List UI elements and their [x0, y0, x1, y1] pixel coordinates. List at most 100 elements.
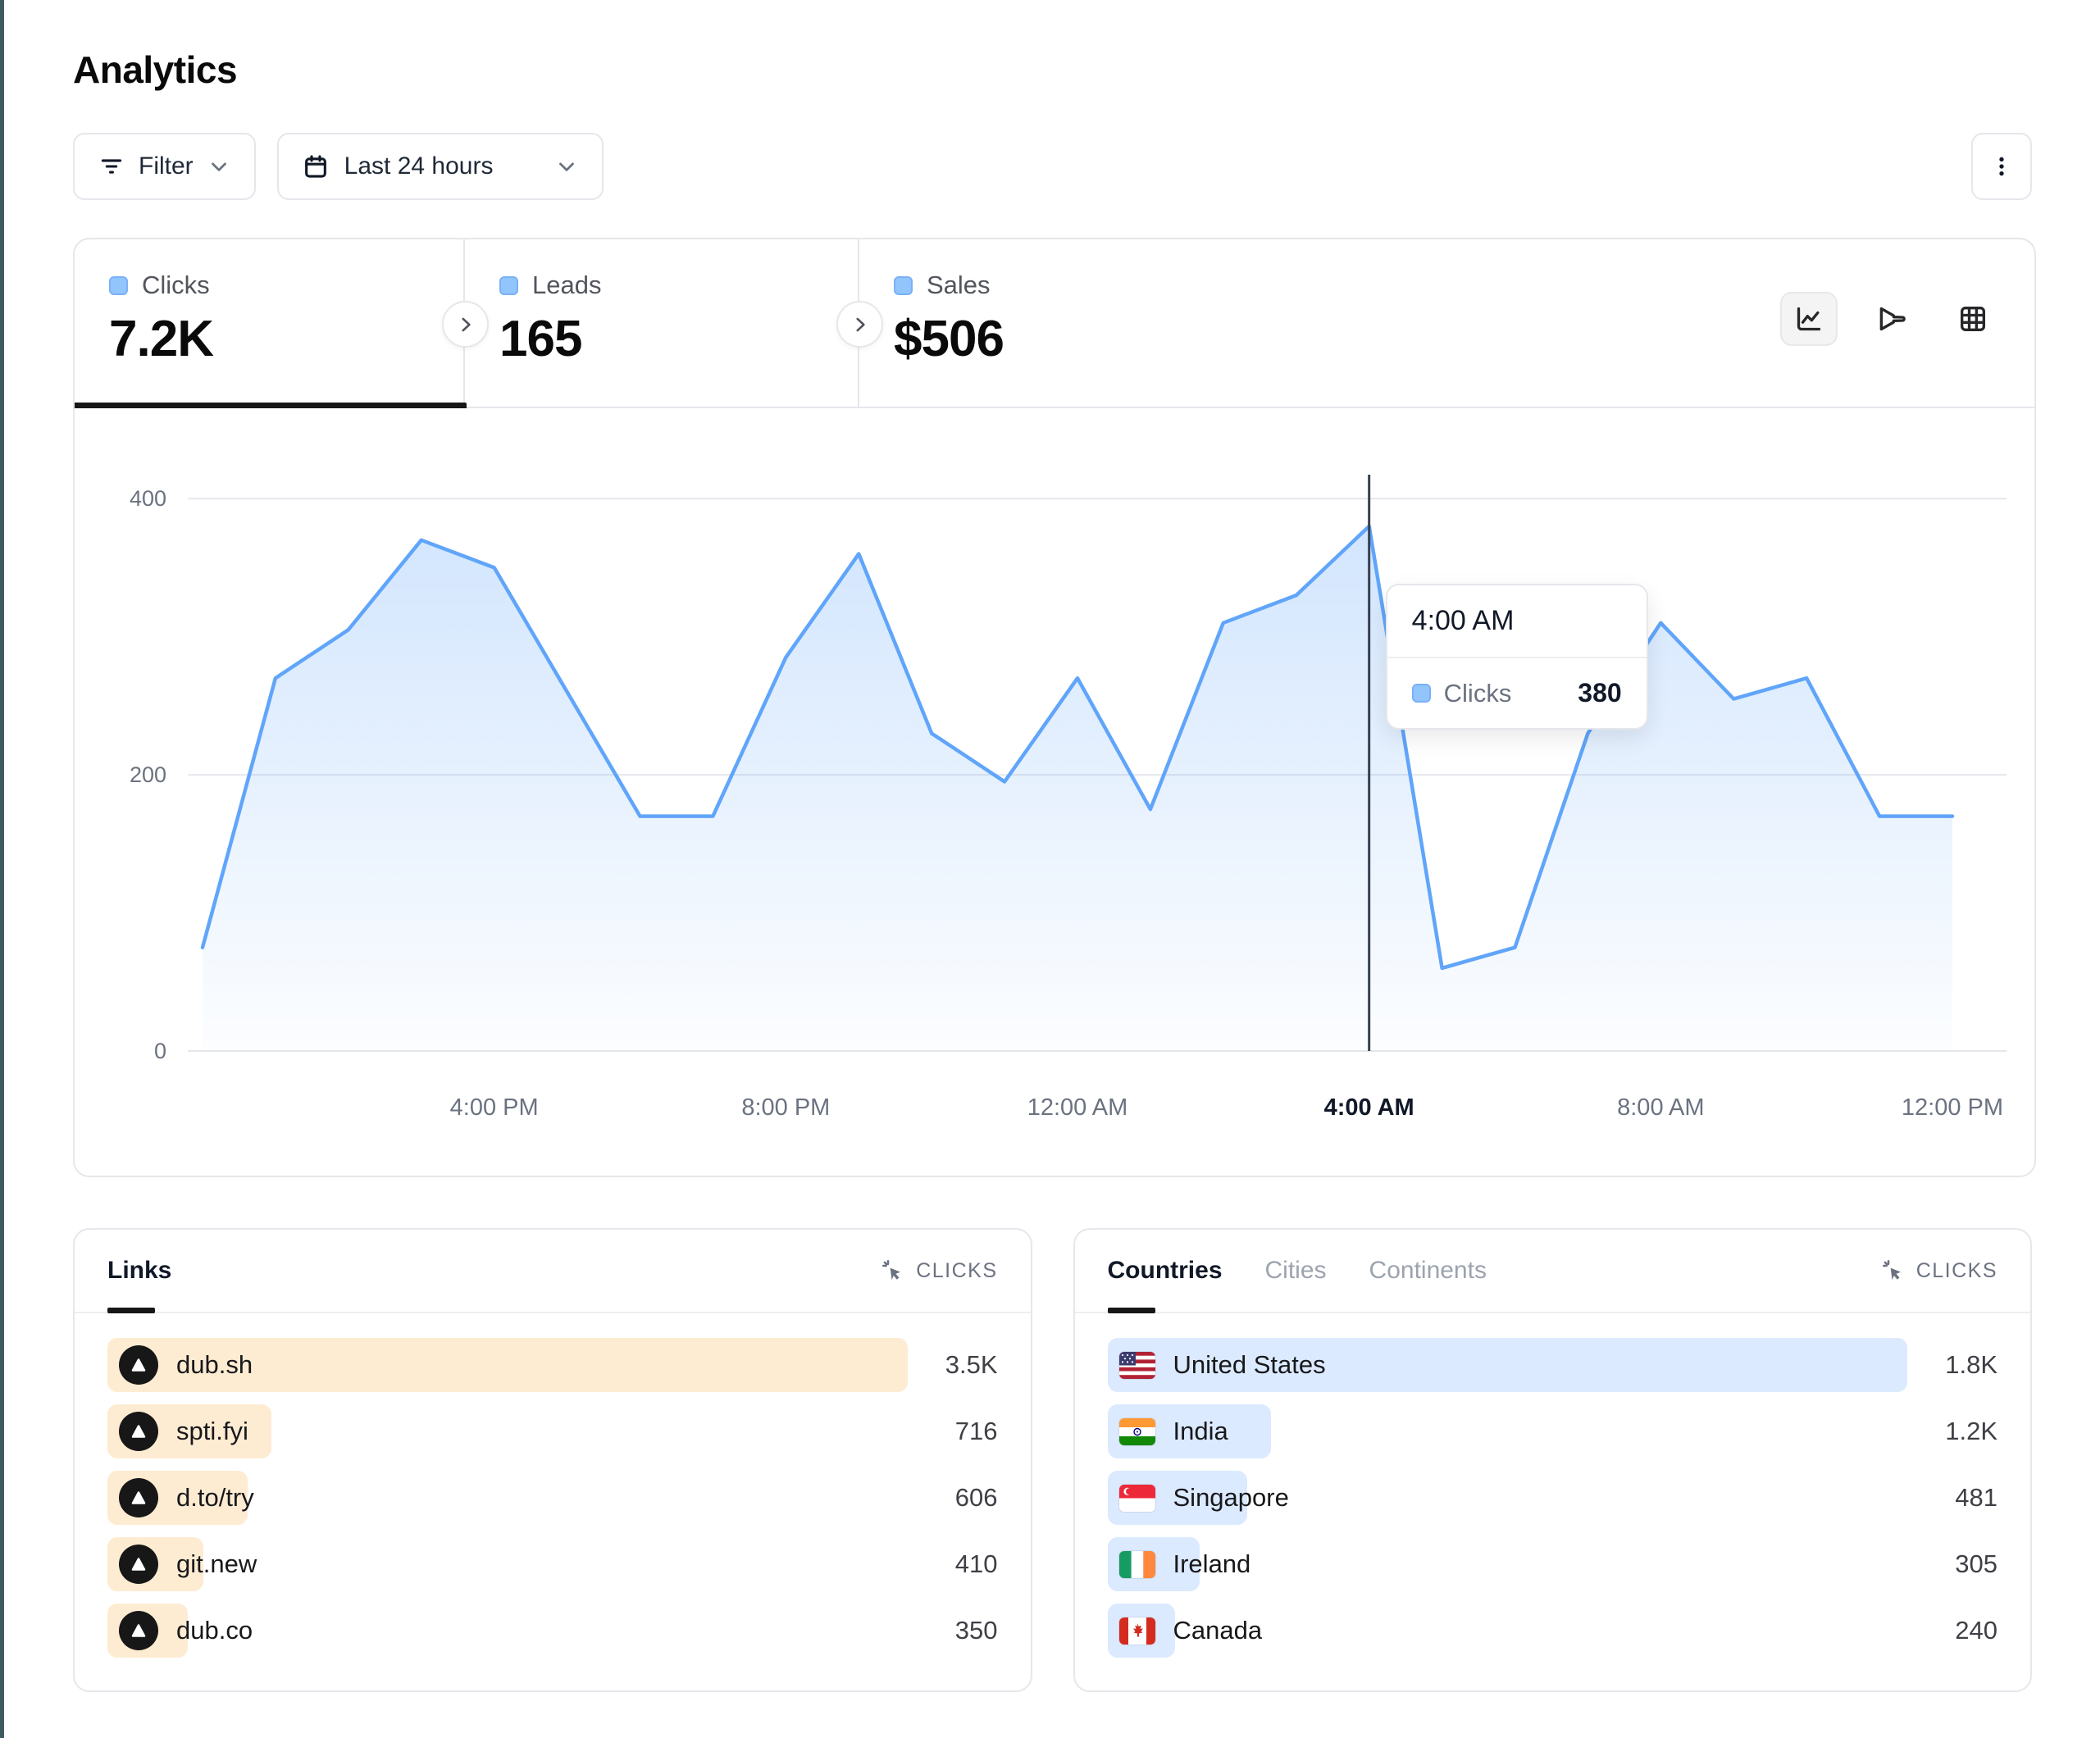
y-axis-labels: 0 200 400: [130, 486, 166, 1063]
chevron-down-icon: [554, 154, 579, 179]
filter-button[interactable]: Filter: [73, 133, 256, 200]
link-name: spti.fyi: [176, 1417, 248, 1445]
link-clicks: 606: [954, 1483, 998, 1512]
country-row[interactable]: India 1.2K: [1107, 1404, 1998, 1458]
link-clicks: 350: [954, 1616, 998, 1645]
chevron-right-icon: [461, 317, 471, 331]
country-clicks: 240: [1955, 1616, 1998, 1645]
tab-leads[interactable]: Leads 165: [465, 239, 859, 407]
sales-legend-square: [894, 275, 913, 295]
toolbar: Filter Last 24 hours: [73, 133, 2032, 200]
link-clicks: 716: [954, 1417, 998, 1445]
country-clicks: 1.2K: [1945, 1417, 1998, 1445]
country-row[interactable]: United States 1.8K: [1107, 1338, 1998, 1392]
countries-metric[interactable]: CLICKS: [1880, 1230, 1998, 1312]
tab-clicks[interactable]: Clicks 7.2K: [75, 239, 467, 408]
leads-legend-square: [499, 275, 518, 295]
svg-text:12:00 PM: 12:00 PM: [1902, 1094, 2003, 1121]
sales-value: $506: [894, 311, 1004, 367]
svg-text:200: 200: [130, 762, 166, 787]
area-chart-canvas[interactable]: 0 200 400 4:00 PM 8:00 PM 12:00 AM 4:00 AM 8:0…: [75, 430, 2034, 1167]
us-flag-icon: [1118, 1351, 1155, 1379]
dub-logo-icon: [119, 1412, 158, 1451]
click-cursor-icon: [1880, 1258, 1906, 1284]
dub-logo-icon: [119, 1611, 158, 1650]
svg-text:4:00 PM: 4:00 PM: [450, 1094, 539, 1121]
svg-text:4:00 AM: 4:00 AM: [1324, 1094, 1414, 1121]
tooltip-value: 380: [1578, 678, 1622, 707]
x-axis-labels: 4:00 PM 8:00 PM 12:00 AM 4:00 AM 8:00 AM 12:0…: [450, 1094, 2003, 1121]
funnel-view-button[interactable]: [1862, 292, 1920, 346]
line-chart-view-button[interactable]: [1780, 292, 1838, 346]
sales-label: Sales: [927, 271, 991, 299]
countries-panel: Countries Cities Continents CLICKS: [1073, 1228, 2032, 1692]
link-row[interactable]: d.to/try 606: [107, 1471, 998, 1525]
svg-text:0: 0: [154, 1039, 166, 1063]
link-clicks: 410: [954, 1549, 998, 1578]
svg-text:12:00 AM: 12:00 AM: [1027, 1094, 1128, 1121]
link-name: dub.sh: [176, 1350, 253, 1379]
area-fill: [203, 525, 1952, 1051]
canada-flag-icon: [1118, 1617, 1155, 1645]
dub-logo-icon: [119, 1345, 158, 1385]
click-cursor-icon: [880, 1258, 906, 1284]
date-range-label: Last 24 hours: [344, 152, 494, 180]
tooltip-series-label: Clicks: [1443, 678, 1512, 707]
dub-logo-icon: [119, 1545, 158, 1584]
svg-text:8:00 PM: 8:00 PM: [741, 1094, 830, 1121]
link-name: d.to/try: [176, 1483, 254, 1512]
table-view-button[interactable]: [1944, 292, 2002, 346]
clicks-chart[interactable]: 0 200 400 4:00 PM 8:00 PM 12:00 AM 4:00 AM 8:0…: [75, 408, 2034, 1176]
clicks-line: [200, 524, 1955, 971]
line-chart-icon: [1797, 307, 1821, 331]
link-row[interactable]: git.new 410: [107, 1537, 998, 1591]
filter-icon: [98, 152, 125, 180]
links-metric-label: CLICKS: [916, 1258, 998, 1282]
chart-tooltip: 4:00 AM Clicks 380: [1385, 584, 1648, 730]
leads-value: 165: [499, 311, 582, 367]
india-flag-icon: [1118, 1417, 1155, 1445]
tab-continents[interactable]: Continents: [1369, 1257, 1487, 1284]
country-row[interactable]: Canada 240: [1107, 1604, 1998, 1658]
country-name: India: [1173, 1417, 1228, 1445]
country-bar: [1107, 1338, 1907, 1392]
country-row[interactable]: Singapore 481: [1107, 1471, 1998, 1525]
chevron-right-icon: [855, 317, 865, 331]
tab-sales[interactable]: Sales $506: [859, 239, 2034, 407]
analytics-card: Clicks 7.2K Leads 165 Sales: [73, 238, 2036, 1177]
kebab-menu-icon: [1988, 153, 2015, 180]
tooltip-time: 4:00 AM: [1387, 585, 1647, 658]
link-name: git.new: [176, 1549, 257, 1578]
chevron-down-icon: [207, 154, 231, 179]
expand-clicks-button[interactable]: [442, 301, 489, 348]
expand-leads-button[interactable]: [836, 301, 883, 348]
chart-type-toolbar: [1780, 292, 2002, 346]
dub-logo-icon: [119, 1478, 158, 1517]
links-panel: Links CLICKS: [73, 1228, 1032, 1692]
link-row[interactable]: spti.fyi 716: [107, 1404, 998, 1458]
link-bar: [107, 1338, 908, 1392]
link-row[interactable]: dub.sh 3.5K: [107, 1338, 998, 1392]
more-menu-button[interactable]: [1971, 133, 2032, 200]
tab-cities[interactable]: Cities: [1264, 1257, 1327, 1284]
tab-countries[interactable]: Countries: [1107, 1230, 1223, 1313]
breakdown-panels: Links CLICKS: [73, 1228, 2032, 1692]
country-clicks: 1.8K: [1945, 1350, 1998, 1379]
country-name: Singapore: [1173, 1483, 1289, 1512]
tab-links[interactable]: Links: [107, 1230, 171, 1313]
funnel-icon: [1879, 307, 1906, 331]
country-name: United States: [1173, 1350, 1326, 1379]
clicks-label: Clicks: [142, 271, 210, 299]
date-range-button[interactable]: Last 24 hours: [276, 133, 604, 200]
link-row[interactable]: dub.co 350: [107, 1604, 998, 1658]
leads-label: Leads: [532, 271, 602, 299]
page-title: Analytics: [73, 48, 238, 91]
country-row[interactable]: Ireland 305: [1107, 1537, 1998, 1591]
grid-icon: [1961, 307, 1985, 331]
countries-metric-label: CLICKS: [1916, 1258, 1998, 1282]
svg-text:8:00 AM: 8:00 AM: [1617, 1094, 1704, 1121]
links-metric[interactable]: CLICKS: [880, 1230, 997, 1312]
ireland-flag-icon: [1118, 1550, 1155, 1578]
clicks-value: 7.2K: [109, 311, 214, 367]
